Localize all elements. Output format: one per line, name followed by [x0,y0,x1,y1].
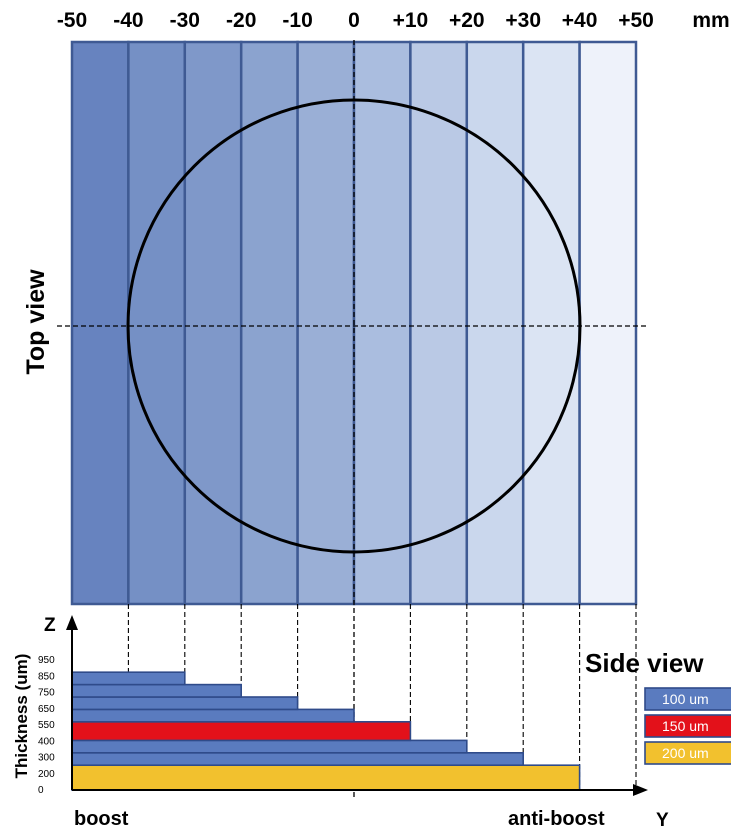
top-axis-tick: +40 [562,9,598,32]
top-axis-tick: -20 [226,9,256,32]
thickness-tick: 650 [38,704,55,715]
thickness-tick: 300 [38,753,55,764]
legend-swatch [644,687,731,711]
top-axis-tick: +50 [618,9,654,32]
thickness-axis-title: Thickness (um) [12,654,31,779]
thickness-strip [352,40,412,606]
top-axis-tick: +20 [449,9,485,32]
side-layer [71,671,186,686]
thickness-strip [409,40,469,606]
thickness-tick: 750 [38,688,55,699]
top-axis-tick: +10 [393,9,429,32]
thickness-tick: 550 [38,720,55,731]
z-axis-label: Z [44,615,56,636]
thickness-tick: 400 [38,736,55,747]
top-axis-tick: -50 [57,9,87,32]
side-layer [71,696,299,711]
y-axis-arrowhead [633,784,648,796]
thickness-ticks: 950 850 750 650 550 400 300 200 0 [38,655,55,796]
side-view-title: Side view [585,648,704,678]
z-axis-arrowhead [66,615,78,630]
thickness-tick: 850 [38,671,55,682]
thickness-strip [127,40,187,606]
side-view-layers [71,671,581,791]
top-axis-tick: -40 [113,9,143,32]
thickness-strip [296,40,356,606]
side-layer [71,751,525,766]
thickness-strip [183,40,243,606]
y-axis-label: Y [656,810,669,831]
top-axis-tick: -30 [170,9,200,32]
legend-swatch [644,714,731,738]
layer-legend: 100 um 150 um 200 um [644,687,731,765]
top-axis-unit: mm [692,9,729,32]
top-axis-tick: -10 [282,9,312,32]
legend-label: 150 um [662,718,709,734]
thickness-tick: 200 [38,769,55,780]
side-layer [71,720,412,742]
legend-label: 100 um [662,691,709,707]
thickness-strip [465,40,525,606]
top-view-title: Top view [22,269,50,375]
top-axis-ticks: -50 -40 -30 -20 -10 0 +10 +20 +30 +40 +50 [57,9,654,32]
boost-label: boost [74,808,129,830]
thickness-strip [521,40,581,606]
thickness-strip [70,40,130,606]
legend-swatch [644,741,731,765]
top-axis-tick: +30 [505,9,541,32]
side-layer [71,683,242,698]
top-view-strips [70,40,638,606]
thickness-tick: 0 [38,785,44,796]
thickness-tick: 950 [38,655,55,666]
legend-label: 200 um [662,745,709,761]
thickness-strip [578,40,638,606]
side-layer [71,739,468,754]
side-layer [71,708,355,723]
anti-boost-label: anti-boost [508,808,605,830]
side-layer [71,764,581,791]
top-axis-tick: 0 [348,9,360,32]
